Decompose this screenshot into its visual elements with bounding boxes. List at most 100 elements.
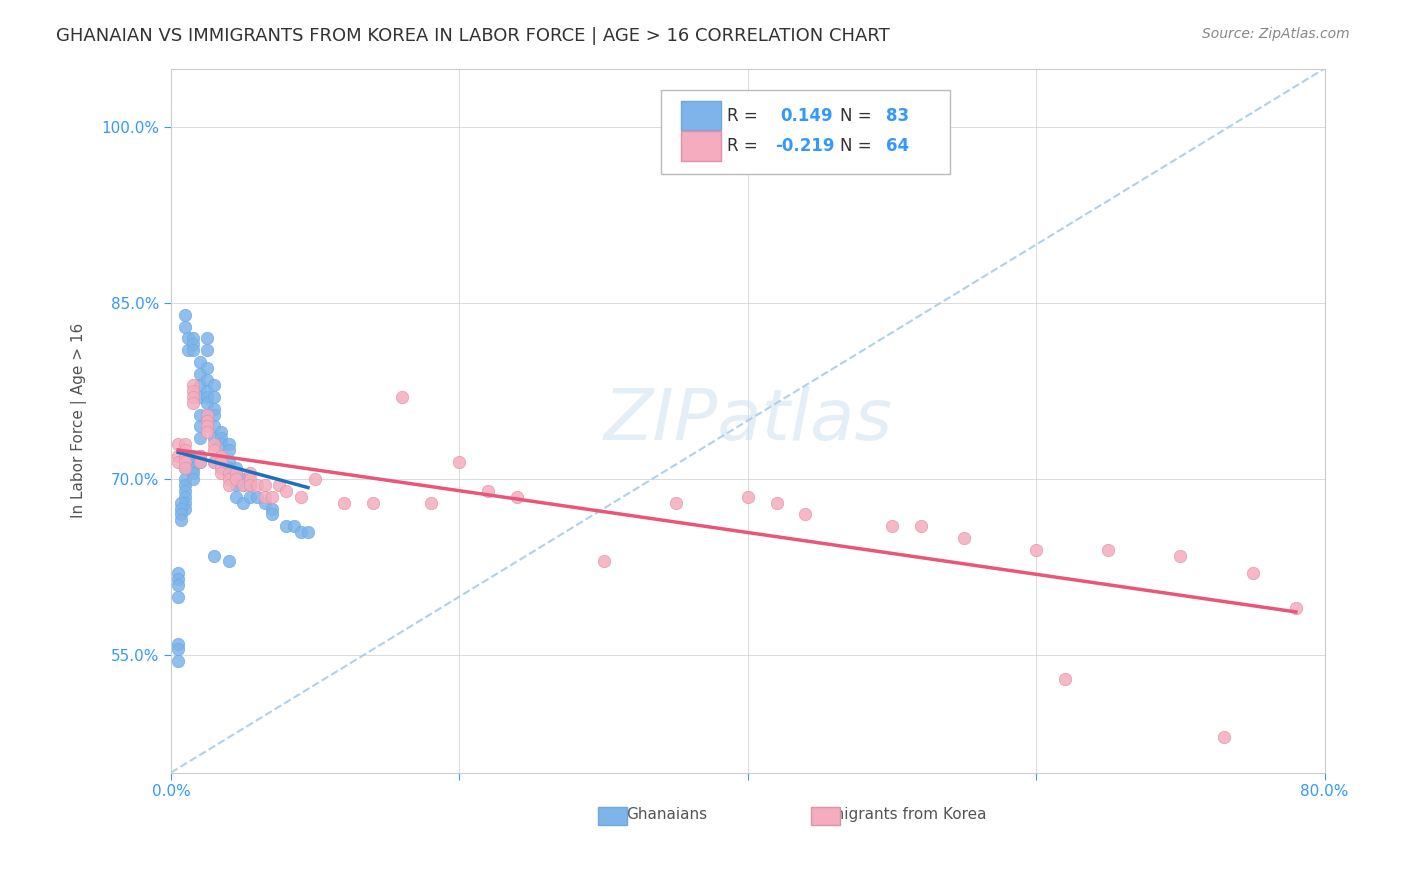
Point (177, 331, 200, 345)
Point (181, 455, 204, 469)
Point (195, 343, 218, 358)
Point (202, 549, 225, 563)
Point (174, 496, 197, 510)
Point (1285, 601, 1308, 615)
Point (177, 343, 200, 358)
Point (260, 490, 283, 504)
Point (239, 478, 262, 492)
Point (1241, 566, 1264, 581)
Point (290, 524, 312, 539)
Point (209, 431, 232, 445)
Text: ZIPatlas: ZIPatlas (603, 386, 893, 455)
Point (232, 472, 254, 486)
Point (181, 467, 204, 481)
Point (246, 478, 269, 492)
Point (167, 437, 190, 451)
Point (202, 401, 225, 416)
Point (209, 449, 232, 463)
Point (391, 390, 413, 404)
Point (209, 437, 232, 451)
Point (246, 490, 269, 504)
Point (218, 467, 240, 481)
Point (195, 425, 218, 440)
Text: Ghanaians: Ghanaians (627, 807, 707, 822)
Point (188, 390, 211, 404)
Point (283, 519, 305, 533)
Point (195, 390, 218, 404)
Point (174, 460, 197, 475)
Point (218, 460, 240, 475)
Point (202, 378, 225, 392)
Point (765, 496, 787, 510)
Point (181, 449, 204, 463)
Point (361, 496, 384, 510)
Point (1054, 672, 1077, 686)
Point (202, 408, 225, 422)
Text: N =: N = (839, 137, 872, 155)
Point (195, 414, 218, 428)
Point (188, 378, 211, 392)
Point (170, 513, 193, 527)
FancyBboxPatch shape (661, 89, 949, 174)
Point (592, 554, 614, 568)
Point (297, 524, 319, 539)
Point (225, 467, 247, 481)
Point (174, 483, 197, 498)
Point (181, 460, 204, 475)
Point (167, 642, 190, 657)
Point (239, 490, 262, 504)
Point (167, 654, 190, 668)
Point (167, 590, 190, 604)
Point (260, 508, 283, 522)
Point (188, 431, 211, 445)
Point (218, 554, 240, 568)
Point (195, 372, 218, 386)
Point (174, 460, 197, 475)
Point (181, 378, 204, 392)
Point (195, 384, 218, 399)
Bar (811, 807, 839, 825)
Point (953, 531, 976, 545)
Point (170, 496, 193, 510)
Point (167, 636, 190, 650)
Point (181, 337, 204, 351)
Point (181, 390, 204, 404)
Point (239, 478, 262, 492)
Point (167, 566, 190, 581)
Point (174, 472, 197, 486)
Point (419, 496, 441, 510)
Point (253, 490, 276, 504)
Text: Source: ZipAtlas.com: Source: ZipAtlas.com (1202, 27, 1350, 41)
Text: 0.149: 0.149 (780, 107, 832, 125)
Point (737, 490, 759, 504)
Text: R =: R = (727, 137, 758, 155)
Point (174, 478, 197, 492)
Point (195, 360, 218, 375)
Point (195, 331, 218, 345)
Point (232, 478, 254, 492)
Point (449, 455, 471, 469)
Point (269, 478, 291, 492)
Point (202, 455, 225, 469)
Point (218, 437, 240, 451)
Point (209, 425, 232, 440)
Point (195, 419, 218, 434)
Point (188, 449, 211, 463)
Point (290, 490, 312, 504)
Point (188, 449, 211, 463)
Point (174, 501, 197, 516)
Point (333, 496, 356, 510)
Point (174, 442, 197, 457)
FancyBboxPatch shape (681, 131, 721, 161)
Point (167, 572, 190, 586)
Point (880, 519, 903, 533)
Point (174, 455, 197, 469)
Text: 64: 64 (886, 137, 910, 155)
Point (195, 396, 218, 410)
Point (225, 490, 247, 504)
Point (195, 408, 218, 422)
Point (209, 467, 232, 481)
Point (239, 467, 262, 481)
Point (225, 460, 247, 475)
Point (181, 343, 204, 358)
